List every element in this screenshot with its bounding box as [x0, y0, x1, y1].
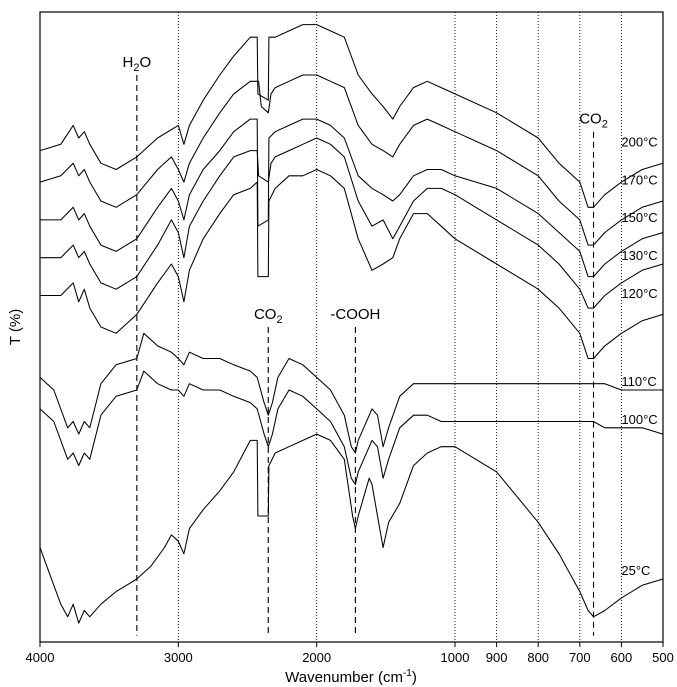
gridlines — [177, 12, 622, 642]
plot-area-frame — [39, 11, 664, 643]
x-tick-label-500: 500 — [652, 650, 674, 665]
series-labels: 200°C 170°C 150°C 130°C 120°C 110°C 100°C 25°C — [621, 135, 657, 578]
series-label-25c: 25°C — [621, 563, 650, 578]
series-label-200c: 200°C — [621, 135, 657, 150]
series-line-120c — [40, 168, 664, 360]
series-line-200c — [39, 24, 664, 208]
x-tick-label-3000: 3000 — [164, 650, 193, 665]
x-axis-title-main: Wavenumber (cm — [285, 669, 403, 686]
spectra-series — [39, 24, 664, 624]
annotation-label-h2o: H2O — [123, 54, 152, 74]
x-tick-label-600: 600 — [611, 650, 633, 665]
series-label-110c: 110°C — [621, 374, 656, 389]
annotation-label-cooh: -COOH — [330, 306, 380, 323]
peak-annotations: H2O CO2 -COOH CO2 — [123, 54, 608, 636]
series-line-110c — [39, 332, 663, 454]
x-tick-label-2000: 2000 — [302, 650, 331, 665]
series-label-170c: 170°C — [621, 172, 657, 187]
series-line-170c — [39, 74, 664, 246]
series-label-100c: 100°C — [621, 412, 657, 427]
x-axis-ticks: 4000 3000 2000 1000 900 800 700 600 500 — [26, 642, 674, 665]
series-line-25c — [39, 433, 664, 624]
x-tick-label-1000: 1000 — [441, 650, 470, 665]
series-label-120c: 120°C — [621, 286, 657, 301]
annotation-label-co2-right: CO2 — [579, 111, 608, 131]
series-line-100c — [39, 370, 664, 486]
series-line-150c — [40, 118, 664, 278]
x-tick-label-700: 700 — [569, 650, 591, 665]
x-axis-title-superscript: -1 — [403, 668, 412, 679]
x-tick-label-4000: 4000 — [26, 650, 55, 665]
x-tick-label-800: 800 — [527, 650, 549, 665]
x-axis-title-close: ) — [412, 669, 417, 686]
series-line-130c — [40, 137, 664, 309]
x-axis-title: Wavenumber (cm-1) — [285, 668, 417, 686]
series-label-130c: 130°C — [621, 248, 657, 263]
annotation-label-co2-left: CO2 — [254, 306, 283, 326]
y-axis-title: T (%) — [7, 309, 24, 345]
x-tick-label-900: 900 — [486, 650, 508, 665]
series-label-150c: 150°C — [621, 210, 657, 225]
